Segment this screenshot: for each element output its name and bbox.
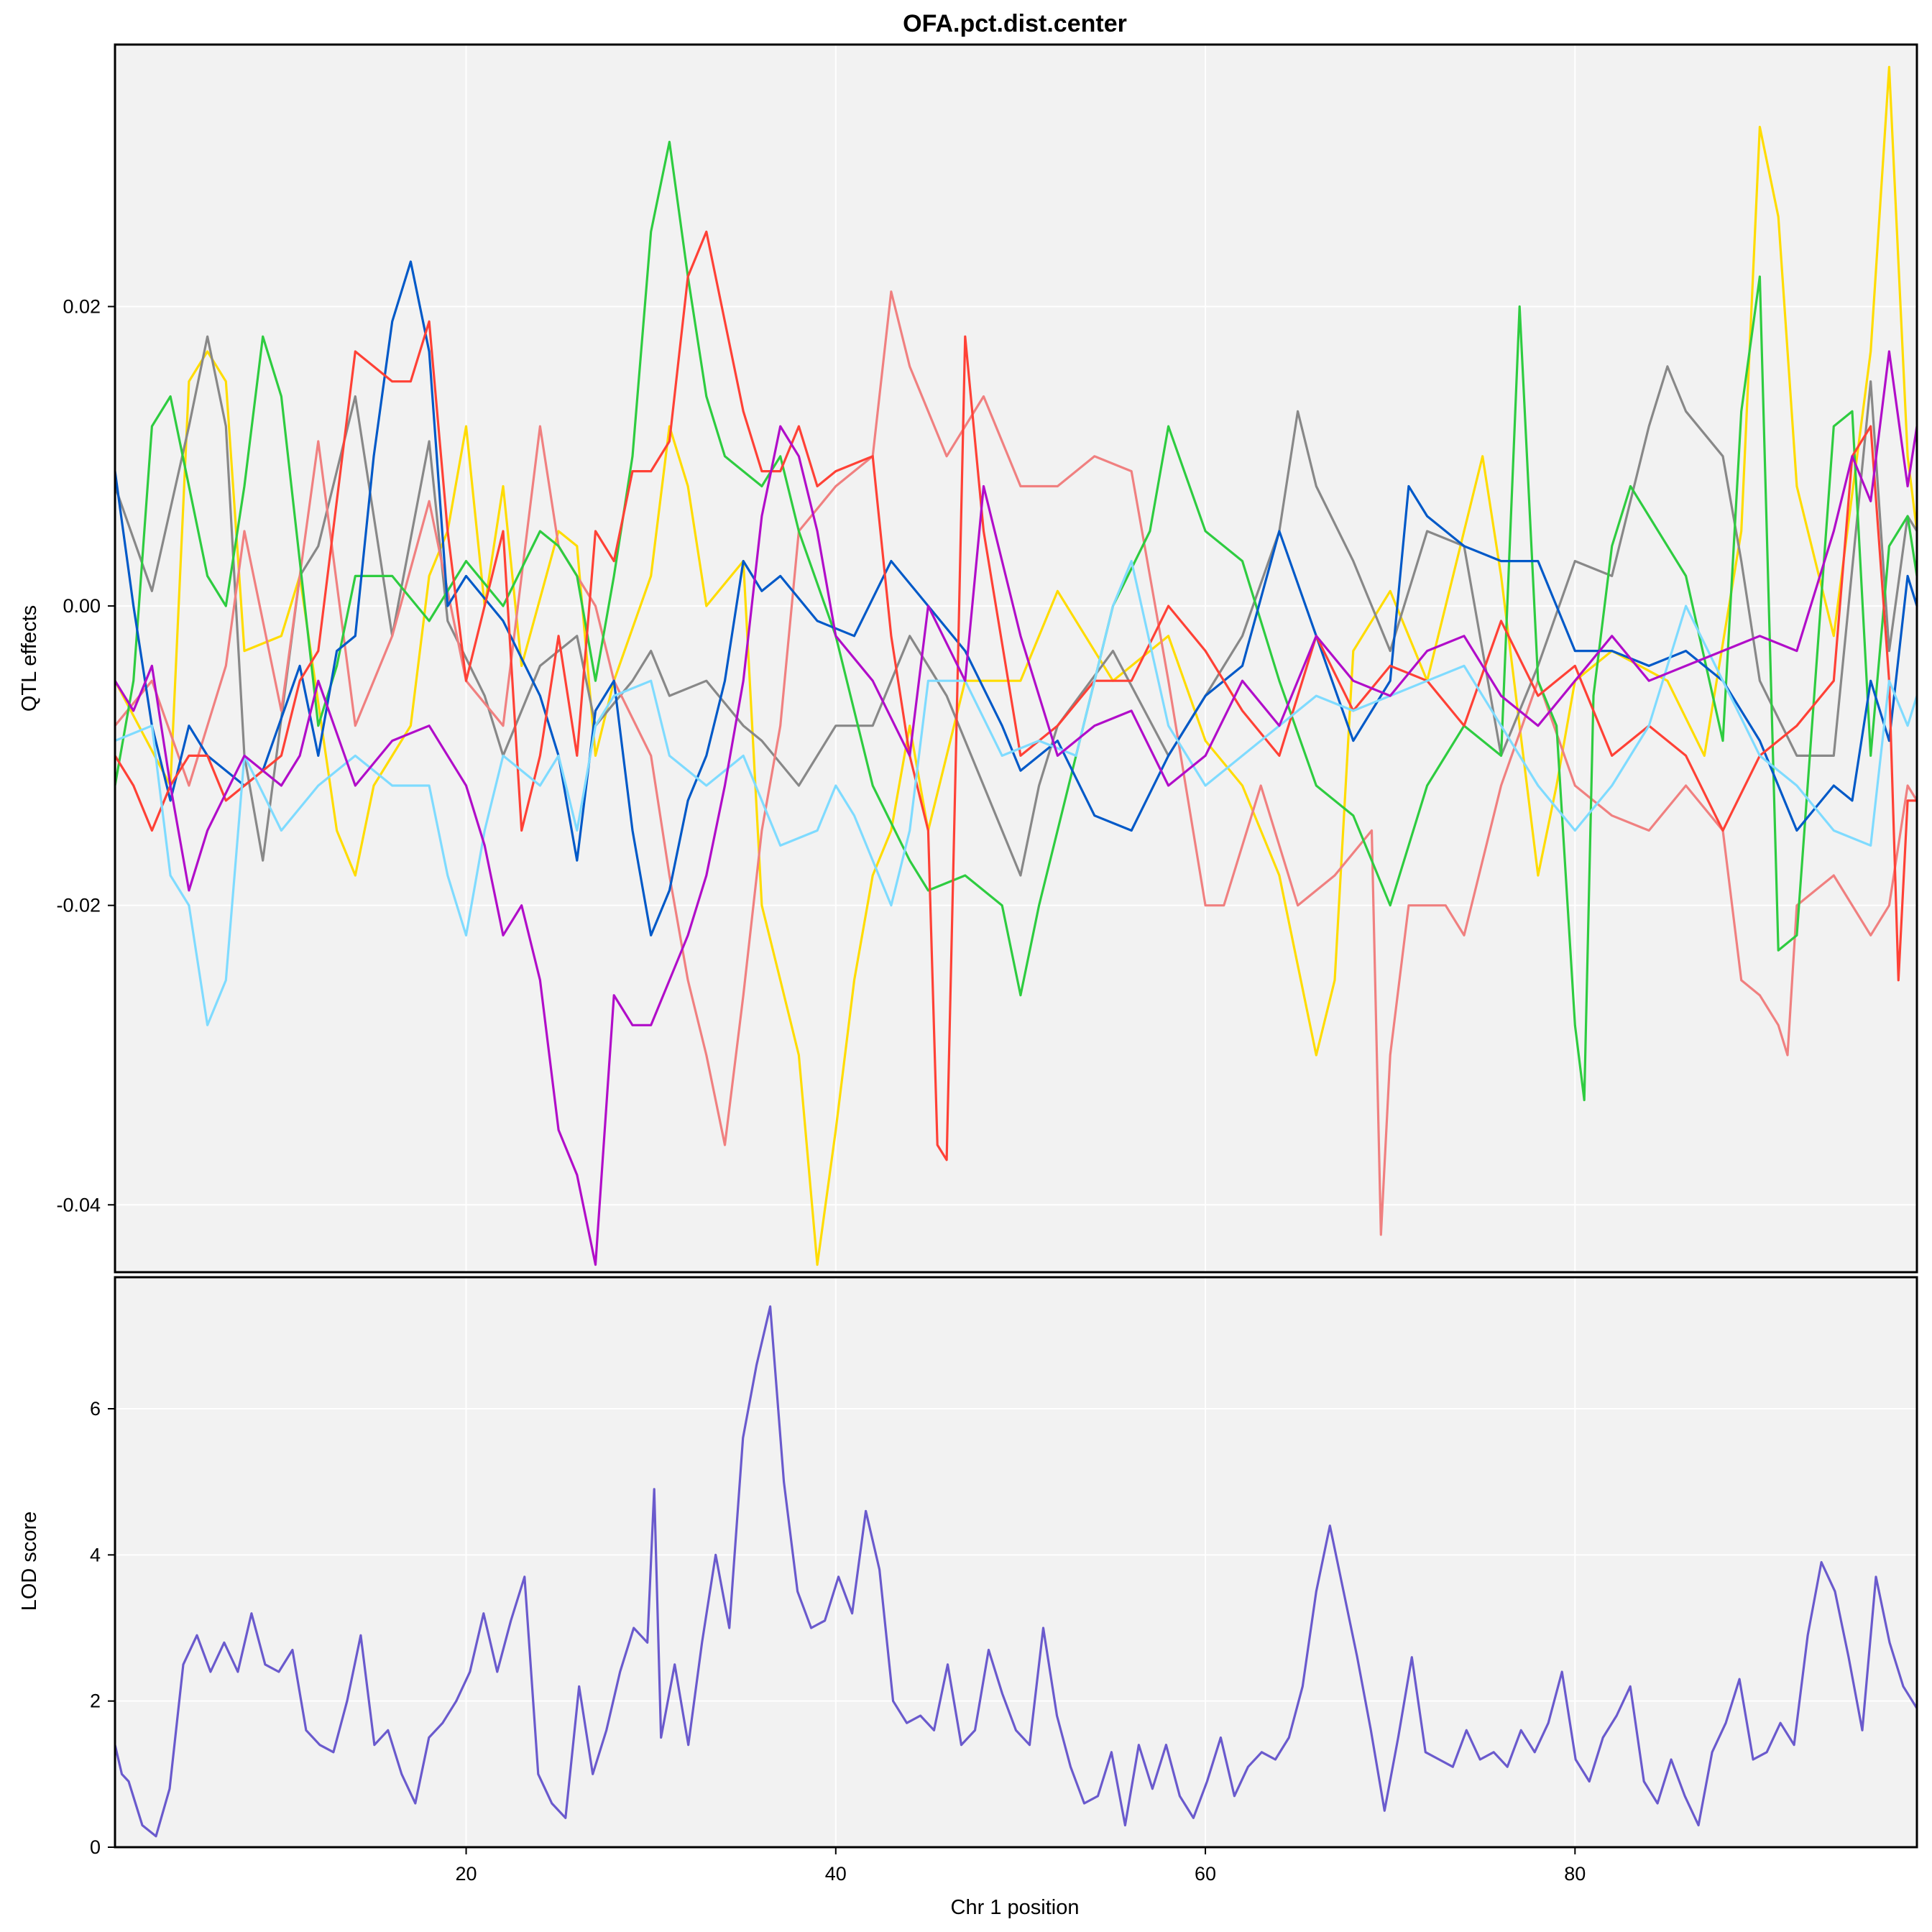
effects-ytick-label-0: 0.02 xyxy=(63,296,101,318)
effects-ytick-label-2: -0.02 xyxy=(56,895,101,916)
effects-series-line-5 xyxy=(114,230,1917,1162)
lod-ytick-label-3: 6 xyxy=(90,1398,101,1420)
effects-ytick-label-1: 0.00 xyxy=(63,595,101,617)
effects-panel: 0.02 0.00 -0.02 -0.04 QTL effects xyxy=(18,43,1918,1274)
effects-series-line-4 xyxy=(114,260,1918,937)
lod-plot-area xyxy=(115,1277,1917,1847)
x-tick-label-2: 60 xyxy=(1195,1863,1216,1885)
x-tick-label-3: 80 xyxy=(1564,1863,1586,1885)
effects-plot-area xyxy=(115,45,1917,1272)
lod-x-ticks: 20 40 60 80 xyxy=(456,1847,1586,1885)
effects-ytick-label-3: -0.04 xyxy=(56,1194,101,1215)
lod-frame xyxy=(114,1276,1918,1849)
effects-series-line-2 xyxy=(114,290,1918,1236)
effects-series-line-6 xyxy=(114,560,1918,1026)
effects-frame xyxy=(114,43,1918,1274)
lod-series-line-0 xyxy=(114,1305,1918,1838)
chart-title: OFA.pct.dist.center xyxy=(903,10,1127,37)
effects-series-line-3 xyxy=(114,140,1918,1102)
lod-ytick-label-1: 2 xyxy=(90,1690,101,1712)
lod-ytick-label-2: 4 xyxy=(90,1544,101,1565)
lod-panel: 0 2 4 6 20 40 60 80 LOD score Chr 1 position xyxy=(18,1276,1918,1919)
lod-y-ticks: 0 2 4 6 xyxy=(90,1398,115,1858)
x-tick-label-0: 20 xyxy=(456,1863,477,1885)
x-tick-label-1: 40 xyxy=(825,1863,847,1885)
lod-ytick-label-0: 0 xyxy=(90,1836,101,1858)
effects-series-line-7 xyxy=(114,350,1918,1266)
lod-y-axis-title: LOD score xyxy=(18,1512,41,1611)
effects-series-line-0 xyxy=(114,65,1918,1266)
effects-series-line-1 xyxy=(114,335,1918,877)
x-axis-title: Chr 1 position xyxy=(951,1896,1080,1919)
effects-grid xyxy=(115,45,1917,1272)
lod-series xyxy=(114,1305,1918,1838)
effects-series xyxy=(114,65,1918,1266)
effects-y-axis-title: QTL effects xyxy=(18,605,41,712)
effects-y-ticks: 0.02 0.00 -0.02 -0.04 xyxy=(56,296,115,1215)
